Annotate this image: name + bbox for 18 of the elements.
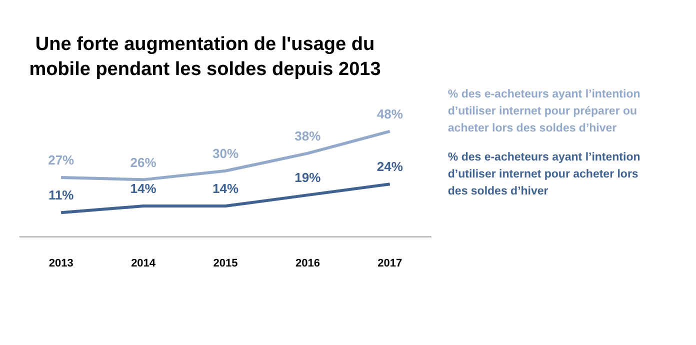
x-tick-label: 2015 <box>213 257 238 270</box>
x-tick-label: 2013 <box>48 257 74 270</box>
x-tick-label: 2014 <box>131 257 156 270</box>
data-label: 19% <box>294 170 322 186</box>
data-label: 14% <box>130 181 157 196</box>
text: % des e-acheteurs ayant l’intention d’utiliser internet pour préparer ou acheter lors des soldes d’hiver <box>448 88 640 135</box>
x-tick-label: 2017 <box>378 257 402 270</box>
data-label: 24% <box>376 159 404 174</box>
data-label: 26% <box>130 154 157 170</box>
data-label: 48% <box>376 106 404 122</box>
data-label: 14% <box>212 181 239 196</box>
data-label: 27% <box>48 152 75 168</box>
chart-title: Une forte augmentation de l'usage du mobile pendant les soldes depuis 2013 <box>29 34 381 80</box>
data-label: 11% <box>48 188 74 203</box>
data-label: 38% <box>294 128 322 144</box>
data-label: 30% <box>212 146 239 161</box>
text: % des e-acheteurs ayant l’intention d’utiliser internet pour acheter lors des soldes d’hiver <box>448 151 640 198</box>
x-tick-label: 2016 <box>295 257 320 270</box>
